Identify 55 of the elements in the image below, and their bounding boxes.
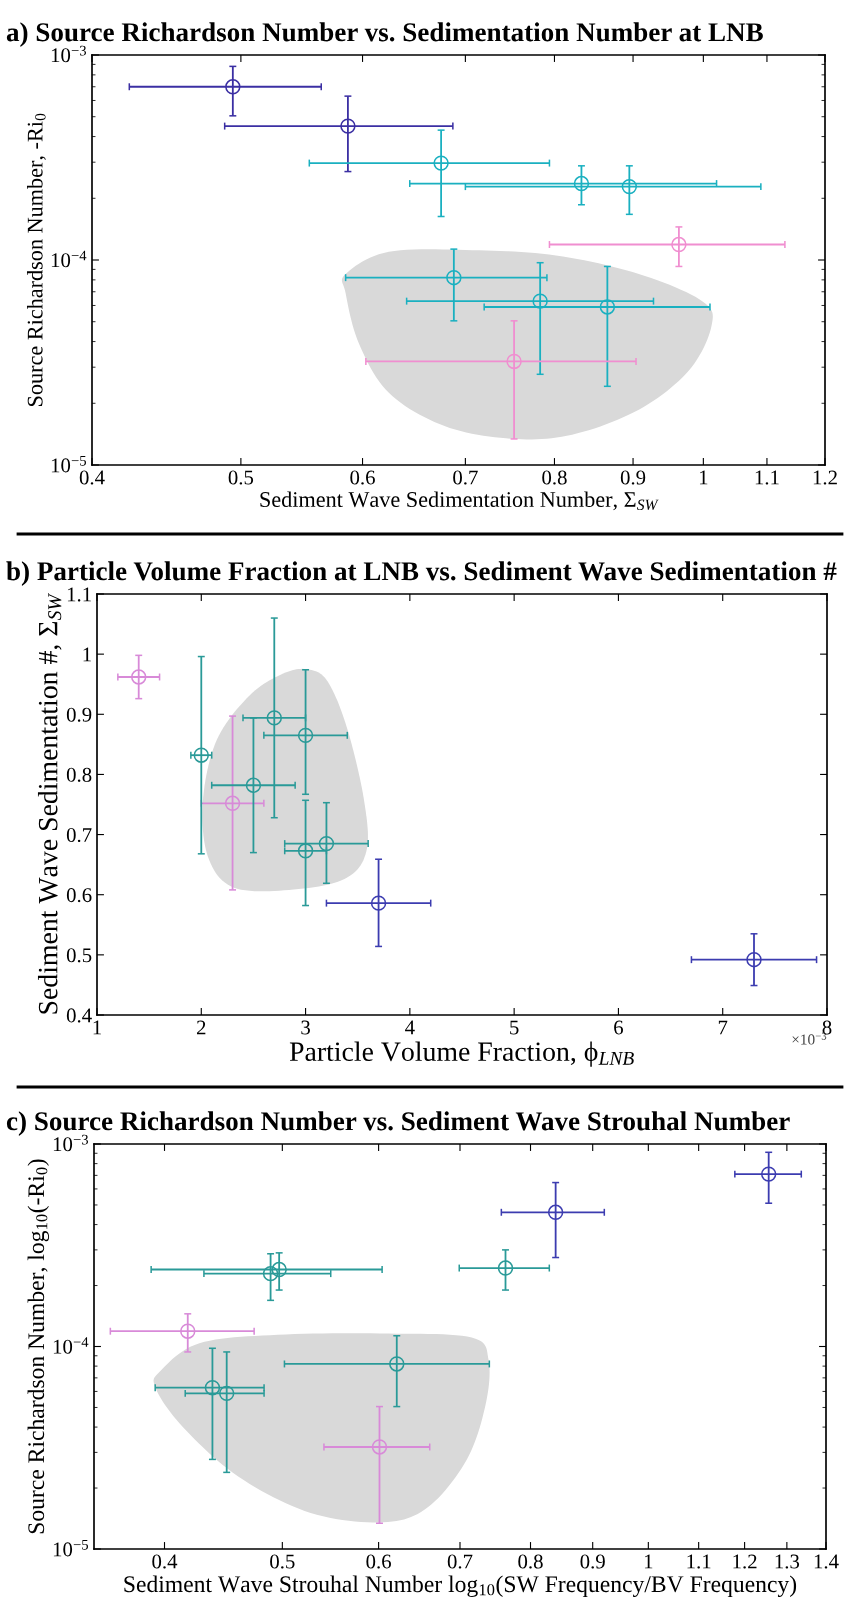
point — [746, 951, 762, 968]
x-axis-title: Sediment Wave Strouhal Number log$_{10}$(SW Frequency/BV Frequency) — [124, 1575, 797, 1598]
point — [224, 795, 241, 812]
x-tick-label: 4 — [405, 1020, 415, 1035]
x-tick-label: 0.7 — [447, 1554, 473, 1569]
x-tick-label: 0.6 — [366, 1554, 391, 1569]
point — [297, 843, 314, 859]
y-axis-title: Sediment Wave Sedimentation #, Σ$_{SW}$ — [37, 592, 62, 1014]
x-tick-label: 7 — [718, 1020, 728, 1035]
x-tick-label: 1.2 — [813, 470, 837, 485]
x-tick-label: 0.5 — [270, 1554, 295, 1569]
y-tick-label: 1.1 — [67, 587, 91, 602]
x-tick-label: 6 — [614, 1020, 624, 1035]
x-tick-label: 0.4 — [152, 1554, 178, 1569]
y-tick-label: 10$^{−3}$ — [53, 1134, 88, 1152]
y-tick-label: 0.9 — [66, 707, 92, 722]
y-tick-label: 0.6 — [66, 888, 92, 903]
x-tick-label: 0.9 — [620, 470, 646, 485]
x-tick-label: 0.5 — [228, 470, 254, 485]
point — [131, 669, 147, 685]
y-axis-title: Source Richardson Number, -Ri$_{0}$ — [26, 113, 46, 406]
x-tick-label: 0.7 — [453, 470, 478, 485]
y-tick-label: 10$^{−3}$ — [51, 45, 86, 63]
x-axis-title: Sediment Wave Sedimentation Number, Σ$_{SW}$ — [260, 491, 659, 511]
x-tick-label: 0.8 — [542, 470, 567, 485]
point — [318, 835, 335, 852]
x-tick-label: 1.4 — [814, 1554, 839, 1569]
y-axis-title: Source Richardson Number, log$_{10}$(-Ri$_{0}$) — [27, 1159, 50, 1534]
x-tick-label: 1 — [699, 470, 708, 485]
point — [245, 777, 262, 793]
y-tick-label: 10$^{−4}$ — [53, 1337, 89, 1354]
x-tick-label: 1.2 — [733, 1554, 757, 1569]
point — [193, 747, 209, 763]
point — [297, 727, 314, 744]
y-tick-label: 0.8 — [66, 767, 92, 782]
y-tick-label: 10$^{−4}$ — [51, 250, 87, 268]
x-tick-label: 0.6 — [350, 470, 375, 485]
x-tick-label: 1.1 — [755, 470, 779, 485]
y-tick-label: 0.7 — [66, 827, 92, 843]
x-tick-label: 2 — [196, 1020, 206, 1035]
x-tick-label: 1 — [644, 1554, 653, 1569]
y-tick-label: 0.5 — [66, 948, 92, 963]
x-tick-label: 1.1 — [687, 1554, 711, 1569]
point — [370, 895, 387, 911]
y-tick-label: 0.4 — [66, 1008, 92, 1023]
x-tick-label: 0.9 — [580, 1554, 605, 1569]
point — [266, 710, 282, 726]
x-axis-title: Particle Volume Fraction, ϕ$_{LNB}$ — [289, 1041, 634, 1067]
x-tick-label: 3 — [301, 1020, 310, 1035]
x-tick-label: 5 — [510, 1020, 519, 1035]
x-tick-label: 1.3 — [775, 1554, 800, 1569]
y-tick-label: 1 — [83, 647, 91, 662]
x-tick-label: 0.8 — [518, 1554, 543, 1569]
chart-title: b) Particle Volume Fraction at LNB vs. Sediment Wave Sedimentation # — [6, 561, 837, 586]
y-tick-label: 10$^{−5}$ — [53, 1539, 88, 1557]
